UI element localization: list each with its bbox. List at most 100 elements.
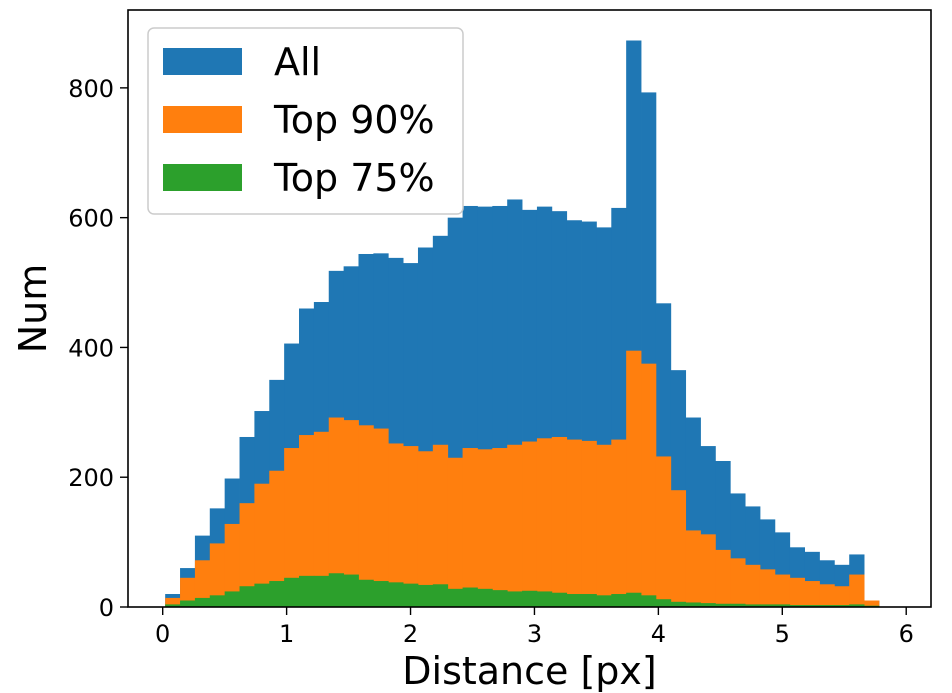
bar-top-75-42 xyxy=(789,605,805,607)
bar-top-75-32 xyxy=(641,595,657,607)
bar-top-75-39 xyxy=(745,604,761,607)
bar-top-75-9 xyxy=(299,575,315,607)
legend-label-top-75: Top 75% xyxy=(273,156,435,200)
bar-top-75-15 xyxy=(388,582,404,607)
bar-top-75-33 xyxy=(655,599,672,607)
bar-top-75-19 xyxy=(447,588,463,607)
legend-label-top-90: Top 90% xyxy=(273,98,435,142)
bars-group xyxy=(165,40,880,608)
bar-top-90-43 xyxy=(804,581,820,607)
bar-top-75-29 xyxy=(596,595,612,607)
bar-top-90-46 xyxy=(849,574,865,607)
bar-top-90-7 xyxy=(269,470,285,607)
bar-top-90-32 xyxy=(641,363,657,607)
bar-top-90-20 xyxy=(462,448,478,607)
bar-top-75-25 xyxy=(536,591,553,607)
bar-top-75-3 xyxy=(209,595,226,607)
bar-top-75-8 xyxy=(284,577,300,607)
x-axis-ticks: 0 1 2 3 4 5 6 xyxy=(155,607,914,648)
bar-top-75-31 xyxy=(626,592,642,607)
bar-top-90-37 xyxy=(715,549,731,607)
y-tick-label: 200 xyxy=(68,464,114,492)
bar-top-90-34 xyxy=(670,490,687,607)
series-top-90 xyxy=(165,350,880,607)
bar-top-75-26 xyxy=(551,592,568,607)
bar-top-90-15 xyxy=(388,443,404,607)
bar-top-90-17 xyxy=(417,451,434,607)
bar-top-90-13 xyxy=(358,425,374,607)
bar-top-75-10 xyxy=(313,575,330,607)
bar-top-90-38 xyxy=(730,558,746,607)
bar-top-90-19 xyxy=(447,457,463,607)
bar-top-90-6 xyxy=(254,483,270,607)
bar-top-90-40 xyxy=(759,569,776,607)
y-tick-label: 800 xyxy=(68,75,114,103)
bar-top-90-11 xyxy=(328,417,345,607)
legend-swatch-top-75 xyxy=(163,164,242,191)
bar-top-90-8 xyxy=(284,448,300,607)
bar-top-90-16 xyxy=(403,446,419,607)
bar-top-75-36 xyxy=(700,603,716,607)
bar-top-90-33 xyxy=(655,456,672,607)
bar-top-90-9 xyxy=(299,435,315,607)
bar-top-75-2 xyxy=(194,597,211,607)
bar-top-90-18 xyxy=(432,444,449,607)
bar-top-90-12 xyxy=(343,420,359,607)
bar-top-90-14 xyxy=(373,428,389,607)
bar-top-90-5 xyxy=(239,503,255,607)
bar-top-75-38 xyxy=(730,603,746,607)
legend-swatch-top-90 xyxy=(163,106,242,133)
bar-top-75-27 xyxy=(566,594,582,607)
bar-top-75-4 xyxy=(224,591,240,607)
bar-top-90-22 xyxy=(492,448,508,607)
x-tick-label: 4 xyxy=(651,620,666,648)
y-tick-label: 600 xyxy=(68,205,114,233)
y-axis-label: Num xyxy=(11,264,55,354)
y-tick-label: 0 xyxy=(99,594,114,622)
bar-top-90-1 xyxy=(180,577,196,607)
bar-top-90-28 xyxy=(581,440,597,607)
bar-top-90-45 xyxy=(834,586,850,607)
bar-top-75-7 xyxy=(269,581,285,607)
bar-top-90-21 xyxy=(477,449,493,607)
bar-top-75-11 xyxy=(328,573,345,607)
bar-top-90-27 xyxy=(566,439,582,607)
bar-top-90-2 xyxy=(194,560,211,607)
bar-top-90-0 xyxy=(165,597,181,607)
bar-top-75-37 xyxy=(715,603,731,607)
bar-top-75-20 xyxy=(462,587,478,607)
bar-top-90-23 xyxy=(507,444,523,607)
x-axis-label: Distance [px] xyxy=(402,649,657,693)
bar-top-75-12 xyxy=(343,574,359,607)
bar-top-75-0 xyxy=(165,604,181,607)
plot-frame xyxy=(127,9,932,608)
bar-top-75-6 xyxy=(254,583,270,607)
bar-top-90-29 xyxy=(596,444,612,607)
bar-top-75-13 xyxy=(358,579,374,607)
bar-top-90-35 xyxy=(685,530,701,607)
bar-top-90-4 xyxy=(224,523,240,607)
legend: All Top 90% Top 75% xyxy=(147,27,464,215)
bar-top-75-5 xyxy=(239,586,255,607)
bar-top-75-30 xyxy=(611,594,627,607)
bar-top-90-31 xyxy=(626,350,642,607)
bar-top-90-25 xyxy=(536,438,553,607)
bar-top-75-44 xyxy=(819,605,835,607)
bar-top-75-14 xyxy=(373,581,389,607)
bar-top-90-47 xyxy=(864,600,880,607)
bar-top-75-16 xyxy=(403,583,419,607)
bar-top-75-17 xyxy=(417,584,434,607)
legend-swatch-all xyxy=(163,48,242,75)
bar-top-90-39 xyxy=(745,564,761,607)
bar-top-75-35 xyxy=(685,602,701,607)
x-tick-label: 0 xyxy=(155,620,170,648)
series-top-75 xyxy=(165,573,880,607)
y-tick-label: 400 xyxy=(68,334,114,362)
x-tick-label: 6 xyxy=(899,620,914,648)
bar-top-75-45 xyxy=(834,605,850,607)
bar-top-75-34 xyxy=(670,601,687,607)
bar-top-75-46 xyxy=(849,604,865,607)
x-tick-label: 1 xyxy=(279,620,294,648)
y-axis-ticks: 0 200 400 600 800 xyxy=(68,75,128,622)
